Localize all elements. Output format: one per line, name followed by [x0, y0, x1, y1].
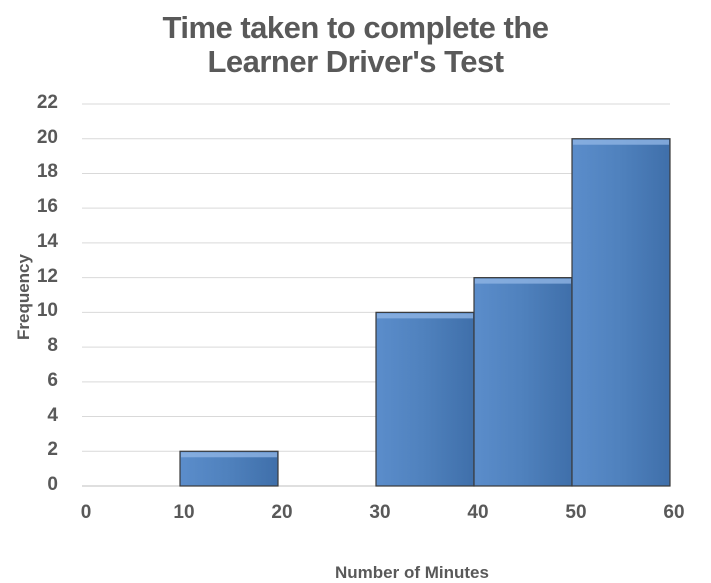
histogram-bar: [375, 311, 475, 487]
y-tick-label: 0: [47, 474, 58, 495]
y-tick-label: 18: [36, 161, 58, 183]
y-tick-label: 10: [36, 300, 58, 322]
x-tick-label: 10: [173, 502, 195, 523]
y-tick-label: 20: [36, 126, 58, 148]
chart-title-line-1: Time taken to complete the: [162, 10, 549, 45]
histogram-bar: [473, 277, 573, 487]
y-axis-label: Frequency: [14, 254, 33, 340]
y-tick-label: 16: [36, 196, 58, 218]
x-tick-label: 0: [80, 502, 92, 523]
histogram-bar: [179, 450, 279, 487]
y-tick-label: 12: [36, 265, 58, 287]
y-tick-label: 8: [47, 335, 58, 357]
x-tick-label: 20: [271, 502, 293, 523]
y-tick-label: 4: [47, 404, 58, 426]
y-tick-label: 2: [47, 439, 58, 461]
x-tick-label: 40: [467, 502, 489, 523]
x-tick-label: 60: [663, 502, 685, 523]
histogram-bar: [571, 138, 671, 487]
y-tick-label: 22: [36, 92, 58, 113]
x-tick-label: 30: [369, 502, 391, 523]
chart-title-line-2: Learner Driver's Test: [207, 44, 504, 79]
y-tick-label: 6: [47, 369, 58, 391]
x-axis-label: Number of Minutes: [335, 563, 489, 582]
y-tick-label: 14: [36, 230, 58, 252]
x-tick-label: 50: [565, 502, 587, 523]
